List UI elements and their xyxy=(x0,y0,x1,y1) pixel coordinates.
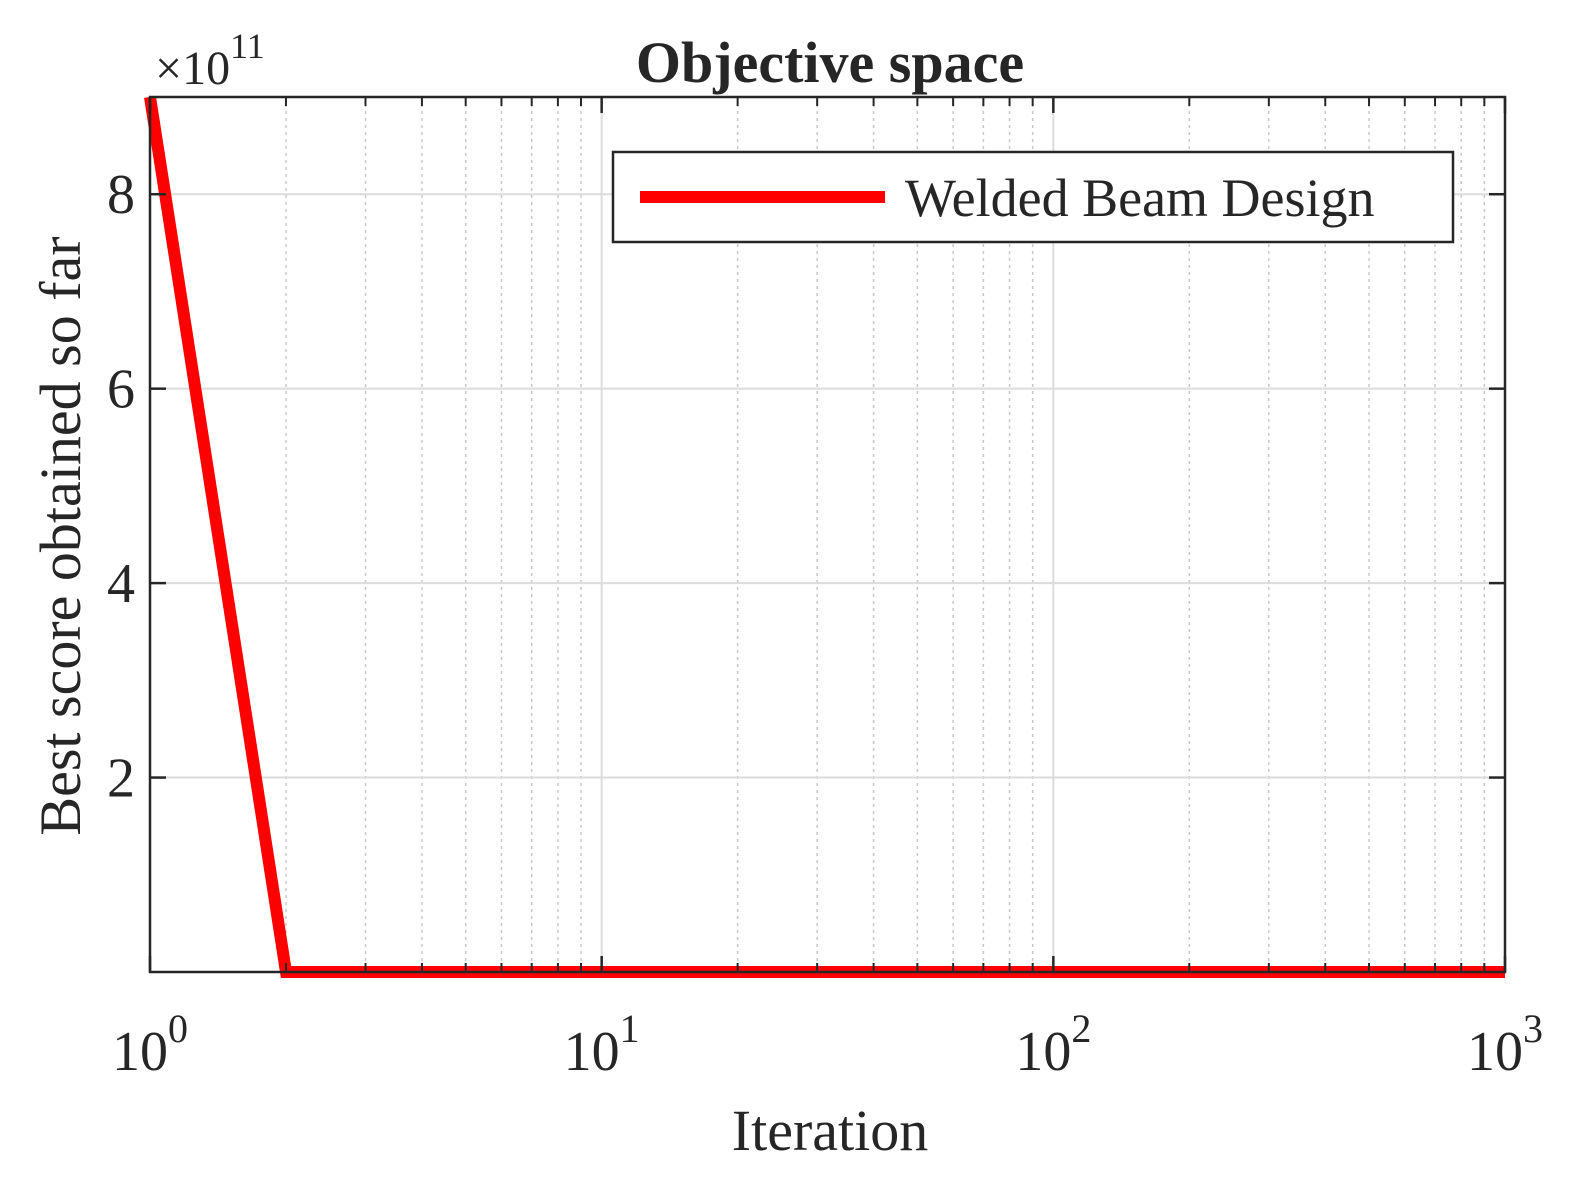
y-axis-label: Best score obtained so far xyxy=(28,236,93,835)
y-exponent-base: ×10 xyxy=(155,42,230,95)
y-tick-label: 4 xyxy=(107,553,135,615)
x-tick-label-base: 10 xyxy=(564,1021,620,1083)
y-axis-exponent: ×1011 xyxy=(155,26,265,95)
x-tick-label: 103 xyxy=(1467,1006,1543,1083)
y-tick-label: 8 xyxy=(107,164,135,226)
x-tick-label-power: 2 xyxy=(1071,1006,1091,1051)
labels: Objective space Iteration Best score obt… xyxy=(28,26,1024,1163)
x-tick-label: 102 xyxy=(1015,1006,1091,1083)
plot-frame xyxy=(148,95,1507,974)
x-axis-label: Iteration xyxy=(732,1098,928,1163)
legend: Welded Beam Design xyxy=(611,150,1455,244)
x-tick-label: 100 xyxy=(112,1006,188,1083)
chart-title: Objective space xyxy=(636,30,1024,95)
x-tick-label-base: 10 xyxy=(1015,1021,1071,1083)
y-tick-label: 6 xyxy=(107,359,135,421)
x-tick-label-base: 10 xyxy=(112,1021,168,1083)
x-tick-label-base: 10 xyxy=(1467,1021,1523,1083)
legend-label-welded-beam-design: Welded Beam Design xyxy=(905,168,1375,228)
y-exponent-power: 11 xyxy=(230,26,265,66)
x-tick-label-power: 0 xyxy=(168,1006,188,1051)
x-tick-label: 101 xyxy=(564,1006,640,1083)
x-tick-label-power: 1 xyxy=(620,1006,640,1051)
y-tick-label: 2 xyxy=(107,748,135,810)
x-tick-label-power: 3 xyxy=(1523,1006,1543,1051)
